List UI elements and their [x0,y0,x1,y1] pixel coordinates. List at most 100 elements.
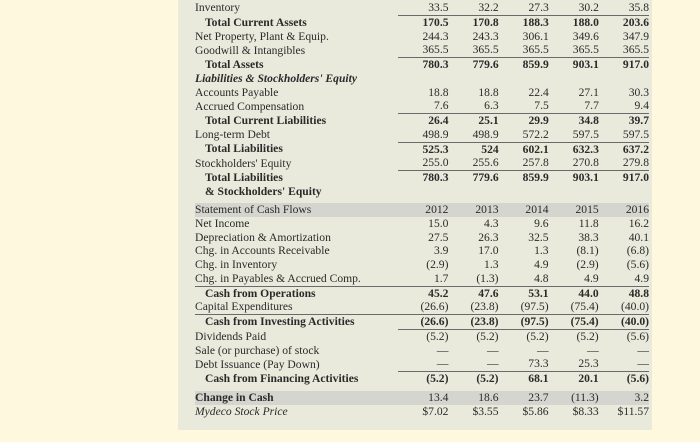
row-goodwill-intangibles: Goodwill & Intangibles 365.5 365.5 365.5 365… [195,43,649,59]
cell-value: (97.5) [498,300,549,316]
row-label: Debt Issuance (Pay Down) [195,357,320,371]
row-change-in-cash: Change in Cash 13.4 18.6 23.7 (11.3) 3.2 [195,390,649,405]
cell-value: (5.2) [426,329,449,343]
cell-value: 16.2 [628,216,649,230]
row-label: Accrued Compensation [195,99,305,113]
row-label: Inventory [195,1,241,15]
cell-value: 780.3 [422,58,449,71]
cell-value: 39.7 [628,114,649,127]
cell-value: 1.3 [534,244,549,258]
cell-value: 602.1 [522,142,549,156]
row-liabilities-stockholders-equity: Liabilities & Stockholders' Equity [195,72,649,86]
cell-value [398,185,448,199]
cell-value [499,185,549,199]
row-label: Total Liabilities [205,142,283,156]
row-label: Sale (or purchase) of stock [195,343,320,357]
cell-value: 859.9 [522,171,549,184]
cell-value: (23.8) [448,300,499,316]
balance-sheet-table: Inventory 33.5 32.2 27.3 30.2 35.8 Total Curre… [195,1,649,199]
cell-value [599,185,649,199]
row-label: Cash from Operations [205,286,316,300]
cell-value: 170.5 [422,15,449,29]
cash-flow-table: Statement of Cash Flows 2012 2013 2014 2015 2… [195,203,649,418]
row-total-liabilities: Total Liabilities 525.3 524 602.1 632.3 637.2 [195,142,649,156]
cell-value: 2015 [548,203,599,217]
cell-value: 632.3 [572,142,599,156]
row-chg-in-inventory: Chg. in Inventory (2.9) 1.3 4.9 (2.9) (5.6) [195,258,649,272]
row-label: Stockholders' Equity [195,156,292,170]
cell-value: 365.5 [398,43,449,59]
cell-value: — [598,357,649,373]
row-label: Total Assets [205,57,264,71]
cell-value: 7.6 [398,99,449,115]
row-label: Mydeco Stock Price [195,404,288,418]
cell-value [599,72,649,86]
row-chg-in-payables-accrued-comp: Chg. in Payables & Accrued Comp. 1.7 (1.3)… [195,271,649,287]
cell-value: — [637,343,649,357]
cell-value: 255.0 [398,156,449,172]
row-label: Total Current Assets [205,15,307,29]
cell-value: 2013 [448,203,499,217]
cell-value: 1.3 [484,258,499,271]
row-mydeco-stock-price: Mydeco Stock Price $7.02 $3.55 $5.86 $8.33 $1… [195,405,649,419]
row-statement-of-cash-flows: Statement of Cash Flows 2012 2013 2014 2015 2… [195,203,649,217]
cell-value: 9.6 [534,216,549,230]
row-label: Change in Cash [195,390,399,405]
cell-value: 255.6 [448,156,499,172]
cell-value: (40.0) [598,314,649,330]
row-depreciation-amortization: Depreciation & Amortization 27.5 26.3 32.5 3… [195,231,649,245]
cell-value: (40.0) [598,300,649,316]
cell-value: 2012 [398,203,449,217]
row-total-current-liabilities: Total Current Liabilities 26.4 25.1 29.9 34.… [195,114,649,128]
row-sale-or-purchase-of-stock: Sale (or purchase) of stock — — — — — [195,344,649,358]
cell-value: (26.6) [398,300,449,316]
cell-value: — [537,343,549,357]
cell-value: — [436,343,449,357]
cell-value: 4.8 [498,271,549,287]
cell-value: 2014 [498,203,549,217]
cell-value: 68.1 [528,372,549,385]
cell-value: 73.3 [498,357,549,373]
cell-value: 20.1 [578,372,599,385]
cell-value: 498.9 [448,127,499,143]
cell-value: 27.5 [428,230,449,244]
cell-value: (75.4) [548,300,599,316]
cell-value: 637.2 [622,142,649,156]
cell-value: 347.9 [622,29,649,43]
cell-value: 18.6 [448,390,499,405]
cell-value: 170.8 [472,15,499,29]
cell-value: (8.1) [576,244,599,258]
cell-value: 4.3 [484,216,499,230]
cell-value: 780.3 [422,171,449,184]
row-cash-from-investing-activities: Cash from Investing Activities (26.6) (23.… [195,314,649,330]
row-label: Total Liabilities [205,170,283,184]
cell-value: 35.8 [598,1,649,16]
cell-value: — [448,357,499,373]
row-accounts-payable: Accounts Payable 18.8 18.8 22.4 27.1 30.3 [195,86,649,100]
cell-value: 525.3 [422,142,449,156]
row-inventory: Inventory 33.5 32.2 27.3 30.2 35.8 [195,1,649,16]
cell-value: 23.7 [498,390,549,405]
cell-value: 2016 [598,203,649,217]
cell-value: 13.4 [398,390,449,405]
cell-value: 7.5 [498,99,549,115]
row-cash-from-operations: Cash from Operations 45.2 47.6 53.1 44.0 48.8 [195,286,649,300]
cell-value: 917.0 [622,171,649,184]
cell-value [449,185,499,199]
cell-value: 15.0 [428,216,449,230]
cell-value: 7.7 [548,99,599,115]
cell-value: 25.1 [478,114,499,127]
cell-value: (5.2) [426,372,449,385]
row-cash-from-financing-activities: Cash from Financing Activities (5.2) (5.2)… [195,372,649,386]
cell-value: 32.5 [528,230,549,244]
cell-value: 18.8 [428,85,449,99]
row-net-property-plant-equip: Net Property, Plant & Equip. 244.3 243.3 30… [195,30,649,44]
cell-value: 27.3 [498,1,549,16]
row-capital-expenditures: Capital Expenditures (26.6) (23.8) (97.5) (7… [195,300,649,316]
cell-value: (1.3) [448,271,499,287]
cell-value: $8.33 [572,404,599,418]
row-label: Liabilities & Stockholders' Equity [195,71,358,85]
cell-value: 3.9 [433,244,449,258]
cell-value: 365.5 [598,43,649,59]
row-label: Long-term Debt [195,128,271,141]
